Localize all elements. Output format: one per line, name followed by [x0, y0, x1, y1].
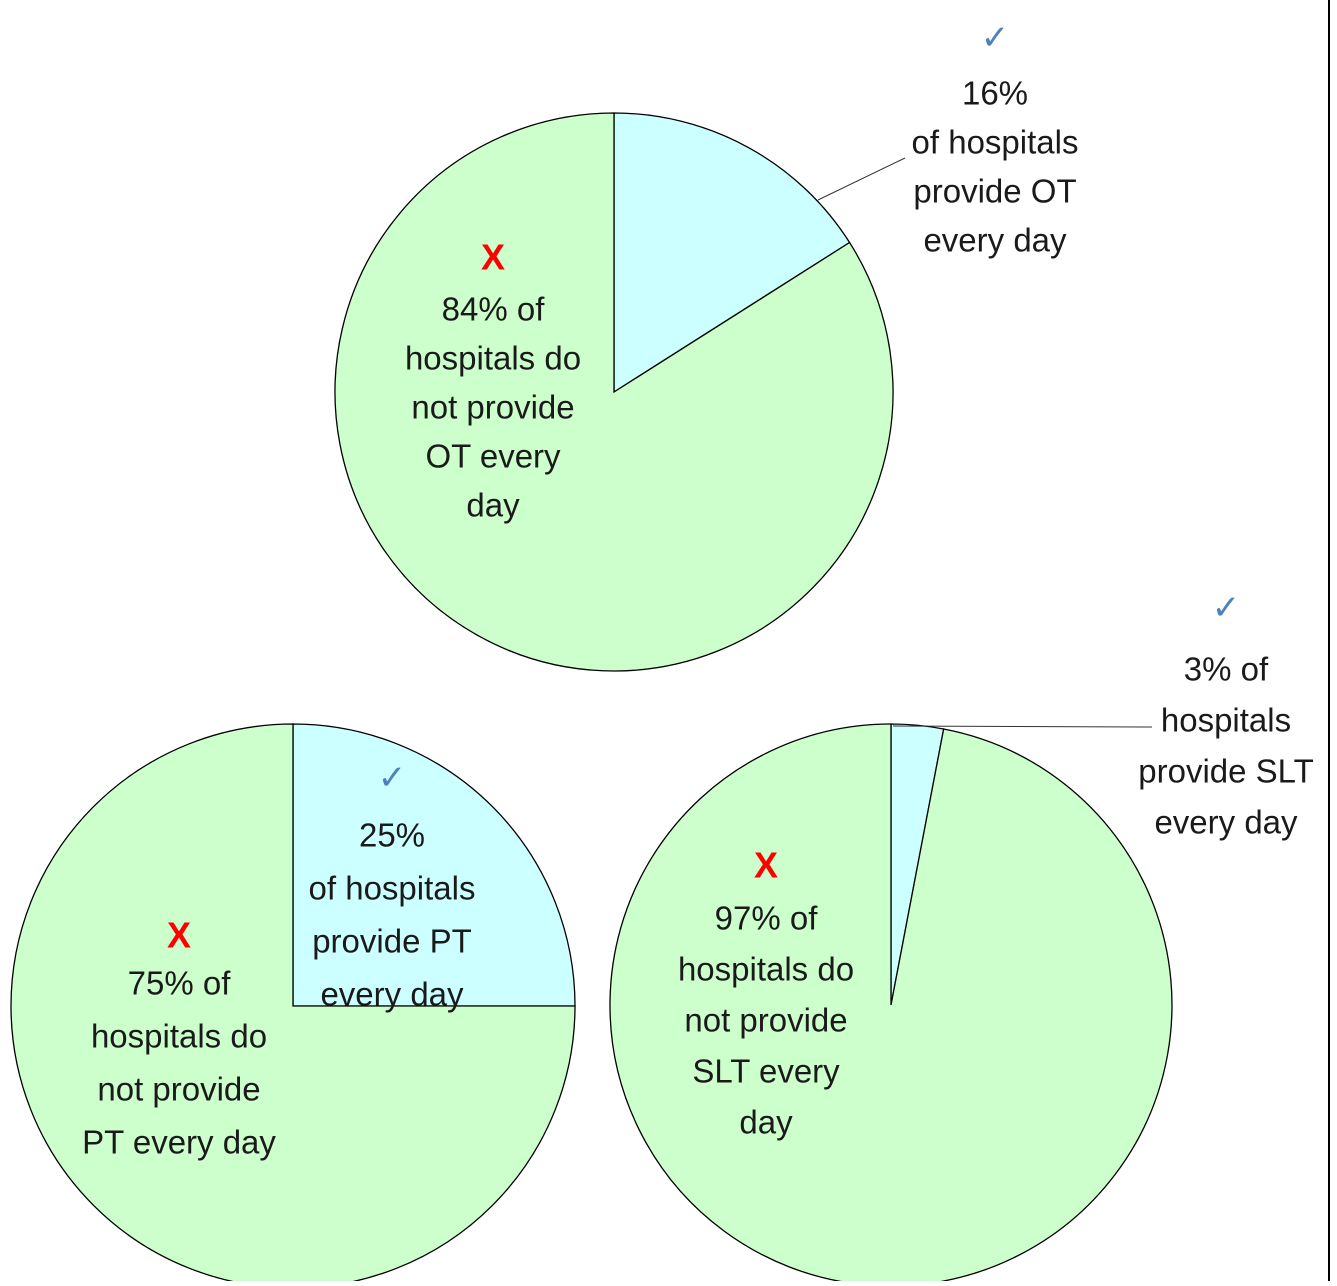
data-label-pt-yes-line-3: provide PT — [312, 923, 472, 960]
data-label-slt-no-line-4: SLT every — [692, 1053, 840, 1090]
data-label-ot-yes-line-4: every day — [923, 222, 1067, 259]
check-icon-ot: ✓ — [981, 19, 1010, 57]
data-label-ot-yes-line-3: provide OT — [913, 173, 1076, 210]
data-label-ot-no-line-2: hospitals do — [405, 340, 581, 377]
data-label-pt-no-line-3: not provide — [97, 1071, 260, 1108]
data-label-slt-no-line-2: hospitals do — [678, 951, 854, 988]
data-label-ot-no-line-1: 84% of — [442, 291, 546, 328]
data-label-pt-yes-line-4: every day — [320, 976, 464, 1013]
pie-chart-pt: ✓ 25% of hospitals provide PT every day X 75% … — [10, 723, 576, 1286]
pie-chart-slt: ✓ 3% of hospitals provide SLT every day X 97% … — [609, 589, 1314, 1286]
data-label-pt-no-line-2: hospitals do — [91, 1018, 267, 1055]
data-label-slt-yes-line-4: every day — [1154, 804, 1298, 841]
right-border-line — [1328, 0, 1330, 1281]
data-label-pt-no-line-1: 75% of — [128, 965, 232, 1002]
pie-slice-pt-yes — [292, 723, 576, 1007]
data-label-ot-no-line-4: OT every — [425, 438, 561, 475]
x-icon-slt: X — [754, 845, 778, 886]
data-label-ot-yes-line-1: 16% — [962, 75, 1028, 112]
data-label-slt-no-line-1: 97% of — [715, 900, 819, 937]
data-label-pt-no-line-4: PT every day — [82, 1124, 276, 1161]
data-label-slt-yes-line-2: hospitals — [1161, 702, 1291, 739]
data-label-ot-no-line-5: day — [466, 487, 520, 524]
check-icon-pt: ✓ — [378, 759, 407, 797]
leader-line-slt — [892, 725, 1153, 728]
data-label-slt-no-line-3: not provide — [684, 1002, 847, 1039]
x-icon-ot: X — [481, 237, 505, 278]
pie-slice-pt-no — [10, 723, 576, 1286]
leader-line-ot — [817, 157, 906, 201]
data-label-pt-yes-line-2: of hospitals — [309, 870, 476, 907]
data-label-slt-yes-line-3: provide SLT — [1138, 753, 1313, 790]
pie-slice-ot-yes — [613, 112, 851, 394]
data-label-ot-no-line-3: not provide — [411, 389, 574, 426]
data-label-slt-no-line-5: day — [739, 1104, 793, 1141]
data-label-slt-yes-line-1: 3% of — [1184, 651, 1269, 688]
check-icon-slt: ✓ — [1212, 589, 1241, 627]
pie-chart-ot: ✓ 16% of hospitals provide OT every day X 84% … — [334, 19, 1079, 672]
data-label-ot-yes-line-2: of hospitals — [912, 124, 1079, 161]
x-icon-pt: X — [167, 915, 191, 956]
data-label-pt-yes-line-1: 25% — [359, 817, 425, 854]
pie-slice-ot-no — [334, 112, 894, 672]
